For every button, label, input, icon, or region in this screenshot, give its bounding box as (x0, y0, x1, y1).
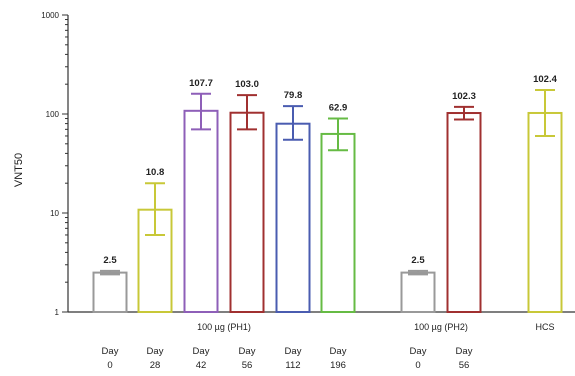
group-label: 100 µg (PH2) (414, 322, 468, 332)
bars-layer (92, 88, 563, 314)
category-label-line1: Day (102, 346, 119, 357)
y-axis-label: VNT50 (13, 153, 25, 187)
data-label: 107.7 (189, 78, 213, 89)
category-label-line2: 0 (415, 360, 420, 371)
group-label: HCS (535, 322, 554, 332)
data-label: 79.8 (284, 90, 303, 101)
y-tick-label: 10 (50, 209, 59, 218)
category-label-line2: 196 (330, 360, 346, 371)
data-label: 62.9 (329, 103, 348, 114)
category-label-line2: 0 (107, 360, 112, 371)
bar (527, 111, 563, 313)
category-label-line2: 112 (285, 360, 300, 371)
bar (275, 122, 311, 313)
category-label-line1: Day (239, 346, 256, 357)
category-label-line2: 28 (150, 360, 161, 371)
bar (400, 271, 436, 314)
bar (183, 109, 219, 314)
bar (446, 112, 482, 314)
category-label-line1: Day (410, 346, 427, 357)
data-label: 10.8 (146, 167, 165, 178)
group-label: 100 µg (PH1) (197, 322, 251, 332)
y-tick-label: 1 (55, 308, 60, 317)
category-label-line2: 56 (459, 360, 470, 371)
category-label-line1: Day (285, 346, 302, 357)
data-label: 2.5 (411, 255, 425, 266)
category-label-line2: 56 (242, 360, 253, 371)
bar (92, 271, 128, 314)
category-label-line1: Day (330, 346, 347, 357)
data-label: 102.3 (452, 91, 476, 102)
labels-layer: 2.5 10.8 107.7 103.0 79.8 62.9 2.5 102.3 102.4 10… (102, 74, 558, 371)
bar (320, 132, 356, 313)
data-label: 102.4 (533, 74, 557, 85)
y-tick-label: 1000 (41, 11, 59, 20)
data-label: 103.0 (235, 79, 259, 90)
data-label: 2.5 (103, 255, 117, 266)
bar (229, 111, 265, 314)
category-label-line2: 42 (196, 360, 207, 371)
y-tick-label: 100 (46, 110, 60, 119)
category-label-line1: Day (456, 346, 473, 357)
category-label-line1: Day (193, 346, 210, 357)
category-label-line1: Day (147, 346, 164, 357)
